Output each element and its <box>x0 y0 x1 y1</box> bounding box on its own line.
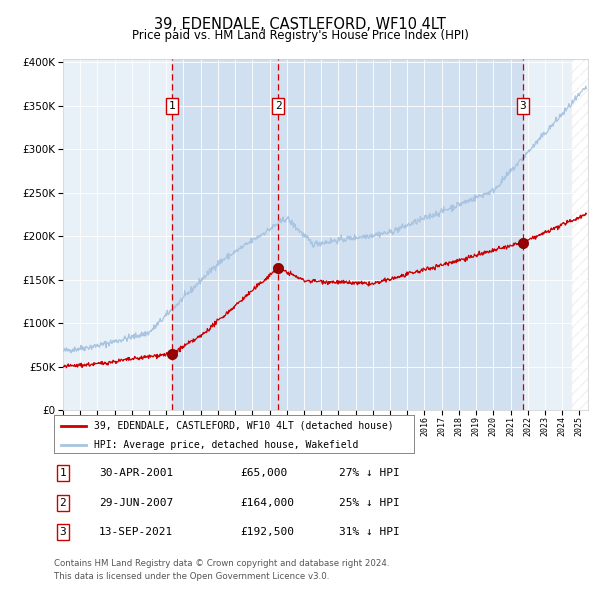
Bar <box>571 59 588 410</box>
Bar <box>571 59 588 410</box>
Text: 29-JUN-2007: 29-JUN-2007 <box>99 498 173 507</box>
Text: 27% ↓ HPI: 27% ↓ HPI <box>339 468 400 478</box>
Text: £164,000: £164,000 <box>240 498 294 507</box>
Text: 1: 1 <box>169 101 175 111</box>
Text: 25% ↓ HPI: 25% ↓ HPI <box>339 498 400 507</box>
Text: HPI: Average price, detached house, Wakefield: HPI: Average price, detached house, Wake… <box>94 440 358 450</box>
Text: 13-SEP-2021: 13-SEP-2021 <box>99 527 173 537</box>
Text: 2: 2 <box>59 498 67 507</box>
Text: 1: 1 <box>59 468 67 478</box>
Text: 2: 2 <box>275 101 281 111</box>
Text: 3: 3 <box>59 527 67 537</box>
Text: Price paid vs. HM Land Registry's House Price Index (HPI): Price paid vs. HM Land Registry's House … <box>131 30 469 42</box>
Point <box>167 349 177 358</box>
Bar <box>172 59 278 410</box>
Text: 39, EDENDALE, CASTLEFORD, WF10 4LT (detached house): 39, EDENDALE, CASTLEFORD, WF10 4LT (deta… <box>94 421 393 431</box>
Bar <box>278 59 523 410</box>
Text: 31% ↓ HPI: 31% ↓ HPI <box>339 527 400 537</box>
Text: 3: 3 <box>520 101 526 111</box>
Text: £192,500: £192,500 <box>240 527 294 537</box>
Text: Contains HM Land Registry data © Crown copyright and database right 2024.: Contains HM Land Registry data © Crown c… <box>54 559 389 568</box>
Text: 39, EDENDALE, CASTLEFORD, WF10 4LT: 39, EDENDALE, CASTLEFORD, WF10 4LT <box>154 17 446 31</box>
Text: 30-APR-2001: 30-APR-2001 <box>99 468 173 478</box>
Text: £65,000: £65,000 <box>240 468 287 478</box>
Point <box>518 238 527 247</box>
Point <box>274 263 283 272</box>
Text: This data is licensed under the Open Government Licence v3.0.: This data is licensed under the Open Gov… <box>54 572 329 581</box>
